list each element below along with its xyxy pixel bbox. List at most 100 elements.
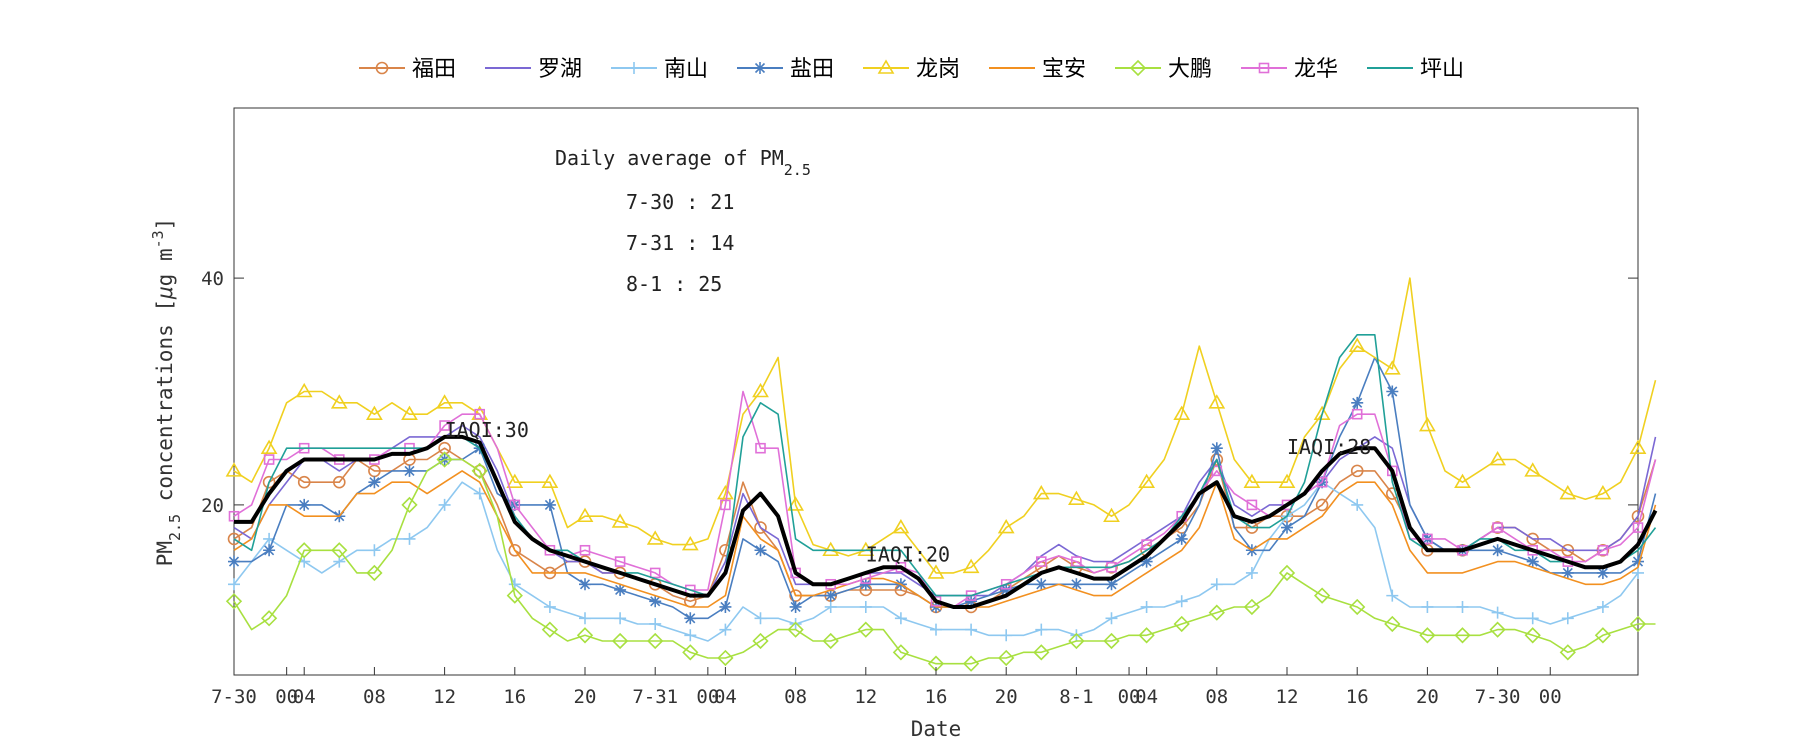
data-point — [332, 475, 346, 489]
data-point — [1105, 612, 1118, 625]
x-tick-label: 20 — [995, 686, 1018, 708]
x-tick-label: 08 — [363, 686, 386, 708]
data-point — [576, 507, 594, 523]
data-point — [1070, 629, 1083, 642]
legend-item: 龙华 — [1241, 57, 1338, 82]
x-tick-label: 00 — [1118, 686, 1141, 708]
data-point — [228, 578, 240, 591]
data-point — [260, 610, 278, 627]
series-坪山 — [233, 333, 1657, 597]
legend-label: 坪山 — [1420, 57, 1464, 82]
data-point — [1210, 578, 1223, 591]
data-point — [1243, 598, 1261, 616]
data-point — [1068, 490, 1085, 506]
data-point — [1103, 632, 1120, 650]
legend-marker — [1129, 59, 1147, 77]
data-point — [1596, 566, 1609, 579]
data-point — [1419, 627, 1436, 644]
data-point — [894, 612, 907, 625]
data-point — [506, 587, 523, 604]
data-point — [1559, 644, 1576, 661]
data-point — [263, 454, 275, 465]
legend-label: 罗湖 — [538, 57, 582, 82]
x-tick-label: 12 — [1276, 686, 1299, 708]
data-point — [1524, 627, 1541, 644]
legend-item: 罗湖 — [485, 57, 582, 82]
series-line — [234, 356, 1657, 620]
data-point — [1350, 464, 1364, 478]
data-point — [508, 543, 522, 557]
data-point — [331, 542, 348, 559]
data-point — [1278, 473, 1296, 489]
series-龙岗 — [225, 277, 1657, 579]
data-point — [543, 600, 556, 613]
data-point — [225, 593, 243, 610]
data-point — [787, 496, 804, 511]
data-point — [1629, 439, 1647, 455]
legend-label: 盐田 — [790, 57, 834, 82]
data-point — [1351, 498, 1364, 511]
data-point — [1383, 360, 1401, 375]
data-point — [1386, 589, 1399, 602]
data-point — [474, 408, 486, 420]
data-point — [717, 484, 734, 500]
data-point — [1491, 606, 1504, 619]
data-point — [1456, 600, 1469, 613]
data-point — [473, 464, 487, 478]
data-point — [647, 632, 664, 650]
data-point — [1000, 578, 1012, 590]
data-point — [1489, 450, 1506, 466]
series-大鹏 — [225, 451, 1656, 672]
legend-label: 福田 — [412, 57, 456, 82]
data-point — [1526, 612, 1539, 625]
x-tick-label: 00 — [696, 686, 719, 708]
data-point — [1103, 507, 1120, 523]
x-tick-label: 08 — [1205, 686, 1228, 708]
x-tick-label: 04 — [1135, 686, 1158, 708]
data-point — [403, 532, 416, 545]
legend-item: 宝安 — [989, 57, 1086, 82]
data-point — [509, 499, 521, 511]
x-tick-label: 16 — [925, 686, 948, 708]
data-point — [1349, 598, 1366, 616]
series-龙华 — [228, 390, 1657, 608]
data-point — [859, 600, 872, 613]
data-point — [579, 544, 591, 556]
data-point — [541, 621, 559, 638]
data-point — [1524, 462, 1542, 477]
data-point — [1489, 621, 1506, 638]
info-title-sub: 2.5 — [784, 161, 811, 179]
data-point — [579, 612, 591, 625]
data-point — [682, 644, 699, 661]
info-title-main: Daily average of PM — [555, 146, 784, 170]
data-point — [1351, 396, 1364, 409]
data-point — [649, 617, 662, 630]
data-point — [1631, 509, 1645, 523]
data-point — [684, 629, 697, 642]
data-point — [965, 623, 978, 636]
data-point — [1246, 499, 1258, 511]
data-point — [297, 475, 311, 489]
y-tick-label: 40 — [201, 268, 224, 290]
data-point — [754, 544, 767, 557]
data-point — [754, 521, 767, 534]
data-point — [681, 536, 699, 551]
x-tick-label: 7-30 — [211, 686, 257, 708]
legend-item: 福田 — [359, 57, 456, 82]
data-point — [1278, 564, 1296, 582]
x-tick-label: 04 — [714, 686, 737, 708]
data-point — [1561, 612, 1574, 625]
legend-item: 大鹏 — [1115, 57, 1212, 82]
data-point — [1173, 405, 1191, 420]
data-point — [824, 589, 837, 602]
data-point — [436, 451, 453, 468]
data-point — [611, 632, 629, 650]
data-point — [892, 518, 910, 534]
x-tick-label: 7-31 — [632, 686, 678, 708]
legend-item: 盐田 — [737, 57, 834, 82]
data-point — [1032, 484, 1050, 500]
data-point — [965, 595, 978, 608]
legend-marker — [375, 61, 389, 75]
data-point — [824, 600, 837, 613]
data-point — [614, 612, 627, 625]
